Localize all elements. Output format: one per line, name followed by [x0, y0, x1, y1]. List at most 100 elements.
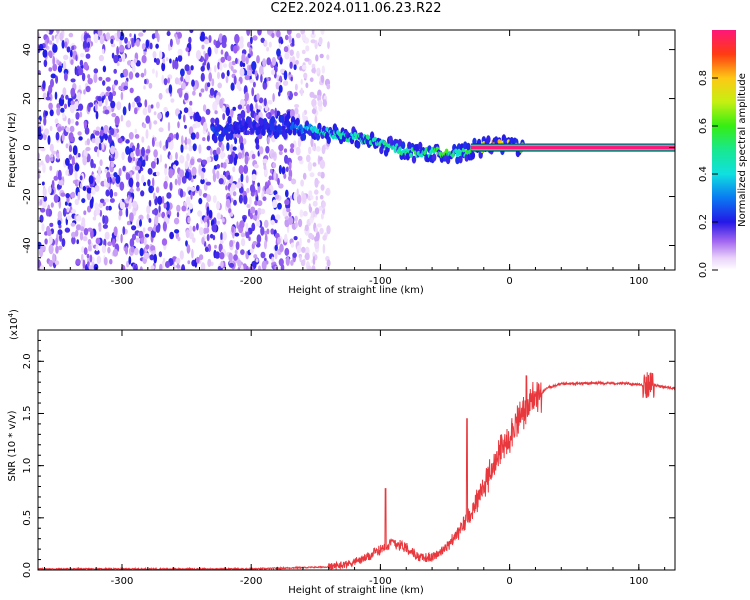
spectrogram-noise-blob: [293, 192, 297, 201]
spectrogram-noise-blob: [62, 87, 67, 97]
spectrogram-noise-blob: [190, 191, 193, 200]
spectrogram-noise-blob: [210, 147, 213, 156]
spectrogram-noise-blob: [216, 212, 221, 220]
spectrogram-noise-blob: [153, 253, 157, 264]
spectrogram-noise-blob: [94, 130, 100, 136]
spectrogram-noise-blob: [155, 171, 160, 177]
spectrogram-noise-blob: [307, 238, 311, 243]
spectrogram-noise-blob: [123, 68, 129, 78]
spectrogram-noise-blob: [201, 44, 205, 50]
spectrogram-noise-blob: [202, 104, 207, 112]
spectrogram-noise-blob: [45, 96, 51, 101]
spectrogram-noise-blob: [311, 265, 316, 270]
snr-x-tick-label: -300: [111, 576, 134, 587]
spectrogram-noise-blob: [220, 260, 224, 268]
spectrogram-noise-blob: [68, 154, 73, 160]
spectrogram-noise-blob: [214, 251, 221, 259]
spectrogram-noise-blob: [240, 142, 244, 151]
spectrogram-ridge-point: [271, 123, 275, 129]
spectrogram-noise-blob: [319, 194, 324, 200]
spectrogram-noise-blob: [136, 187, 141, 192]
spectrogram-noise-blob: [180, 143, 184, 153]
spectrogram-noise-blob: [109, 188, 114, 199]
spectrogram-noise-blob: [221, 218, 225, 223]
spectrogram-noise-blob: [265, 188, 271, 195]
spectrogram-noise-blob: [143, 236, 147, 246]
spectrogram-noise-blob: [103, 256, 108, 266]
spectrogram-noise-blob: [56, 107, 61, 116]
spectrogram-noise-blob: [180, 75, 184, 82]
spectrogram-noise-blob: [257, 30, 262, 36]
spectrogram-noise-blob: [99, 198, 105, 203]
spectrogram-noise-blob: [110, 100, 116, 109]
spectrogram-noise-blob: [198, 188, 202, 197]
spectrogram-noise-blob: [231, 60, 236, 66]
spectrogram-noise-blob: [70, 87, 76, 97]
spectrogram-noise-blob: [188, 203, 194, 210]
spectrogram-noise-blob: [254, 138, 258, 144]
spectrogram-noise-blob: [237, 152, 243, 160]
spectrogram-noise-blob: [231, 225, 235, 233]
spectrogram-noise-blob: [204, 221, 208, 229]
spectrogram-noise-blob: [177, 54, 183, 62]
spectrogram-noise-blob: [278, 150, 283, 156]
spectrogram-ridge-point: [382, 140, 387, 146]
spectrogram-noise-blob: [134, 128, 138, 134]
spectrogram-noise-blob: [249, 79, 255, 84]
spectrogram-noise-blob: [173, 217, 180, 225]
spectrogram-noise-blob: [311, 67, 316, 74]
spectrogram-noise-blob: [164, 175, 169, 182]
spectrogram-noise-blob: [289, 56, 293, 64]
spectrogram-noise-blob: [144, 79, 147, 85]
spectrogram-noise-blob: [154, 137, 157, 142]
spectrogram-noise-blob: [83, 247, 88, 256]
spectrogram-noise-blob: [47, 135, 51, 145]
spectrogram-noise-blob: [105, 91, 110, 97]
spectrogram-y-tick-label: -20: [22, 188, 33, 204]
spectrogram-noise-blob: [181, 205, 187, 212]
spectrogram-noise-blob: [309, 77, 314, 82]
spectrogram-noise-blob: [186, 244, 191, 254]
spectrogram-noise-blob: [102, 214, 105, 224]
spectrogram-noise-blob: [157, 211, 161, 218]
spectrogram-noise-blob: [293, 64, 297, 71]
spectrogram-noise-blob: [135, 172, 140, 182]
spectrogram-noise-blob: [169, 154, 173, 161]
spectrogram-noise-blob: [77, 153, 81, 158]
spectrogram-noise-blob: [155, 58, 160, 66]
spectrogram-noise-blob: [102, 224, 108, 229]
spectrogram-noise-blob: [245, 104, 251, 114]
spectrogram-noise-blob: [132, 156, 136, 162]
spectrogram-noise-blob: [167, 136, 172, 143]
spectrogram-noise-blob: [157, 195, 163, 205]
spectrogram-noise-blob: [240, 232, 246, 238]
spectrogram-noise-blob: [163, 106, 168, 113]
spectrogram-noise-blob: [238, 194, 243, 204]
spectrogram-noise-blob: [71, 155, 75, 166]
spectrogram-noise-blob: [187, 216, 191, 222]
spectrogram-noise-blob: [297, 138, 302, 148]
spectrogram-noise-blob: [290, 76, 293, 82]
spectrogram-noise-blob: [79, 231, 84, 241]
spectrogram-noise-blob: [288, 161, 292, 171]
spectrogram-noise-blob: [259, 65, 264, 76]
spectrogram-noise-blob: [325, 265, 328, 270]
spectrogram-ridge-halo: [356, 140, 361, 149]
spectrogram-noise-blob: [208, 72, 212, 82]
spectrogram-noise-blob: [58, 179, 64, 186]
spectrogram-noise-blob: [186, 138, 192, 145]
spectrogram-noise-blob: [172, 164, 177, 170]
spectrogram-noise-blob: [249, 103, 254, 113]
spectrogram-noise-blob: [314, 178, 319, 188]
spectrogram-noise-blob: [322, 201, 326, 208]
spectrogram-noise-blob: [42, 80, 46, 90]
spectrogram-noise-blob: [81, 246, 85, 254]
spectrogram-noise-blob: [236, 221, 239, 229]
spectrogram-noise-blob: [38, 125, 42, 136]
spectrogram-noise-blob: [183, 107, 189, 114]
spectrogram-noise-blob: [148, 120, 152, 130]
spectrogram-noise-blob: [87, 239, 92, 245]
spectrogram-noise-blob: [230, 108, 234, 118]
spectrogram-noise-blob: [86, 187, 92, 194]
spectrogram-noise-blob: [228, 208, 232, 214]
